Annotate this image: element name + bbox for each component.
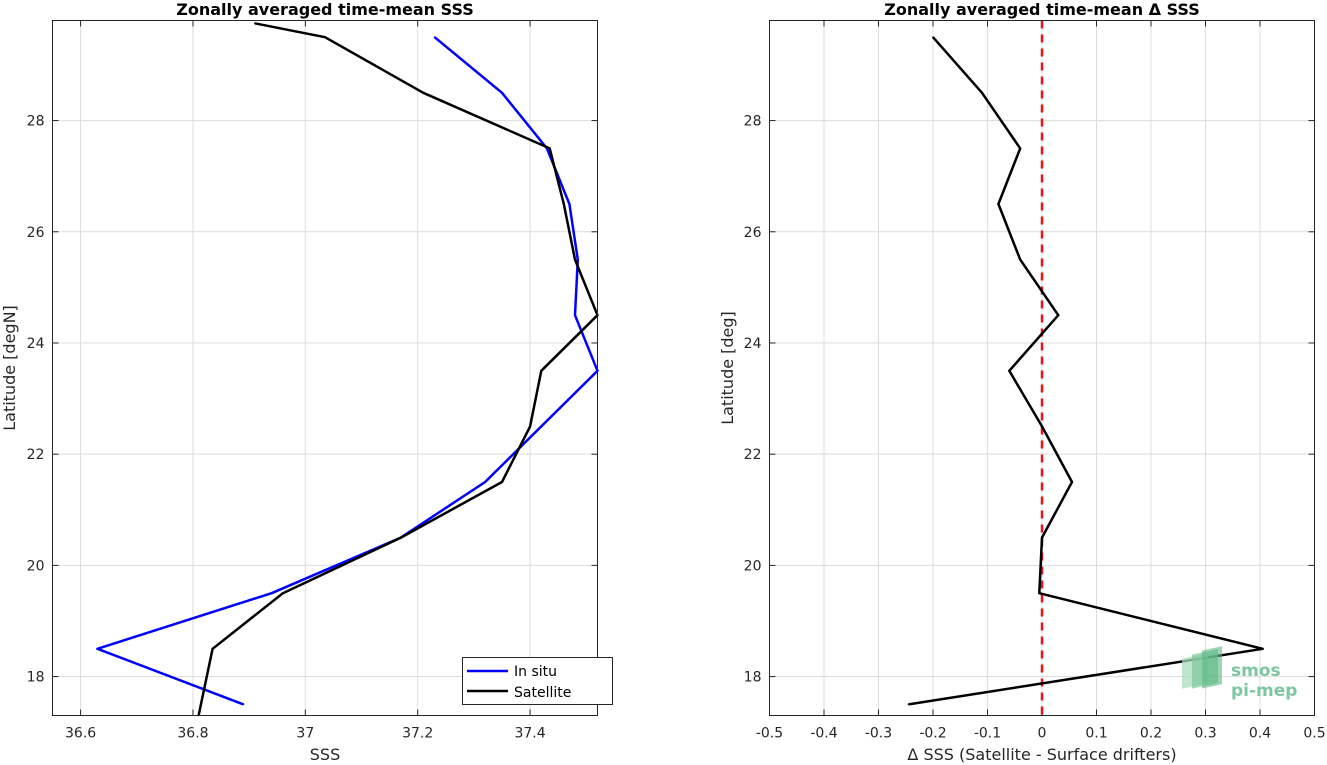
legend-label-satellite: Satellite xyxy=(514,685,571,701)
x-tick-label: 37.4 xyxy=(514,726,545,742)
x-tick-label: 36.6 xyxy=(65,726,96,742)
logo-text-smos: smos xyxy=(1231,661,1281,681)
x-tick-label: 37.2 xyxy=(402,726,433,742)
y-tick-label: 28 xyxy=(27,114,45,130)
sss-x-axis-label: SSS xyxy=(310,745,340,764)
y-tick-label: 18 xyxy=(744,670,762,686)
x-tick-label: 37 xyxy=(296,726,314,742)
series-line-delta-sss xyxy=(908,36,1264,706)
data-point-satellite xyxy=(422,91,425,94)
data-point-satellite xyxy=(562,203,565,205)
data-point-satellite xyxy=(501,481,503,483)
x-tick-label: 0.3 xyxy=(1194,726,1216,742)
x-tick-label: -0.3 xyxy=(865,726,892,742)
y-tick-label: 26 xyxy=(744,225,762,241)
delta-sss-chart-title: Zonally averaged time-mean Δ SSS xyxy=(884,0,1200,19)
data-point-delta-sss xyxy=(932,36,934,38)
data-point-delta-sss xyxy=(981,91,983,94)
data-point-satellite xyxy=(529,425,531,428)
delta-sss-x-axis-label: Δ SSS (Satellite - Surface drifters) xyxy=(907,745,1176,764)
data-point-in-situ xyxy=(96,647,99,650)
y-tick-label: 22 xyxy=(27,447,45,463)
series-line-satellite xyxy=(197,22,599,716)
sss-tick-labels: 36.6 36.8 37 37.2 37.4 18 20 22 24 26 28 xyxy=(27,114,546,742)
data-point-in-situ xyxy=(540,425,543,428)
delta-sss-tick-labels: -0.5 -0.4 -0.3 -0.2 -0.1 0 0.1 0.2 0.3 0.4 0.5 18 20… xyxy=(744,114,1326,742)
sss-y-axis-label: Latitude [degN] xyxy=(0,305,19,431)
y-tick-label: 22 xyxy=(744,447,762,463)
x-tick-label: -0.1 xyxy=(974,726,1001,742)
delta-sss-series-line xyxy=(907,36,1264,706)
data-point-in-situ xyxy=(484,481,486,483)
data-point-delta-sss xyxy=(1008,369,1011,372)
data-point-in-situ xyxy=(574,314,576,316)
data-point-delta-sss xyxy=(1057,314,1060,316)
data-point-in-situ xyxy=(568,203,571,205)
x-tick-label: -0.2 xyxy=(919,726,946,742)
y-tick-label: 24 xyxy=(744,336,762,352)
sss-series-lines xyxy=(96,22,599,717)
delta-sss-y-axis-label: Latitude [deg] xyxy=(718,311,737,425)
y-tick-label: 24 xyxy=(27,336,45,352)
data-point-satellite xyxy=(574,258,576,261)
x-tick-label: -0.4 xyxy=(810,726,837,742)
data-point-satellite xyxy=(548,147,551,150)
logo-text-pi-mep: pi-mep xyxy=(1231,681,1297,701)
delta-sss-panel: Zonally averaged time-mean Δ SSS -0.5 -0.… xyxy=(718,0,1326,764)
sss-legend: In situ Satellite xyxy=(462,657,613,705)
y-tick-label: 20 xyxy=(744,558,762,574)
x-tick-label: 0.1 xyxy=(1085,726,1107,742)
data-point-delta-sss xyxy=(907,703,910,706)
x-tick-label: 0.4 xyxy=(1249,726,1271,742)
x-tick-label: 0 xyxy=(1038,726,1047,742)
data-point-in-situ xyxy=(501,91,503,94)
sss-chart-title: Zonally averaged time-mean SSS xyxy=(176,0,474,19)
smos-pi-mep-logo: smos pi-mep xyxy=(1182,646,1297,701)
x-tick-label: -0.5 xyxy=(756,726,783,742)
data-point-satellite xyxy=(253,22,256,25)
y-tick-label: 18 xyxy=(27,670,45,686)
data-point-in-situ xyxy=(270,592,273,594)
data-point-delta-sss xyxy=(1071,481,1073,483)
data-point-in-situ xyxy=(242,703,245,706)
data-point-satellite xyxy=(324,36,326,38)
legend-box xyxy=(462,657,613,705)
x-tick-label: 0.2 xyxy=(1140,726,1162,742)
x-tick-label: 0.5 xyxy=(1303,726,1325,742)
delta-sss-axes-box xyxy=(769,20,1315,716)
data-point-delta-sss xyxy=(1019,258,1021,261)
y-tick-label: 28 xyxy=(744,114,762,130)
data-point-delta-sss xyxy=(1041,536,1043,539)
sss-axes-box xyxy=(52,20,598,716)
data-point-delta-sss xyxy=(1019,147,1021,150)
y-tick-label: 26 xyxy=(27,225,45,241)
y-tick-label: 20 xyxy=(27,558,45,574)
sss-grid xyxy=(52,20,598,716)
sss-panel: Zonally averaged time-mean SSS 36.6 36.8 3… xyxy=(0,0,613,764)
data-point-satellite xyxy=(540,369,543,372)
data-point-delta-sss xyxy=(997,203,1000,205)
data-point-satellite xyxy=(282,592,284,594)
data-point-in-situ xyxy=(577,258,579,261)
data-point-delta-sss xyxy=(1261,647,1264,650)
data-point-in-situ xyxy=(433,36,436,38)
data-point-delta-sss xyxy=(1038,592,1041,594)
data-point-satellite xyxy=(400,536,402,539)
data-point-satellite xyxy=(211,647,214,650)
legend-label-in-situ: In situ xyxy=(514,664,557,680)
x-tick-label: 36.8 xyxy=(177,726,208,742)
data-point-delta-sss xyxy=(1041,425,1043,428)
